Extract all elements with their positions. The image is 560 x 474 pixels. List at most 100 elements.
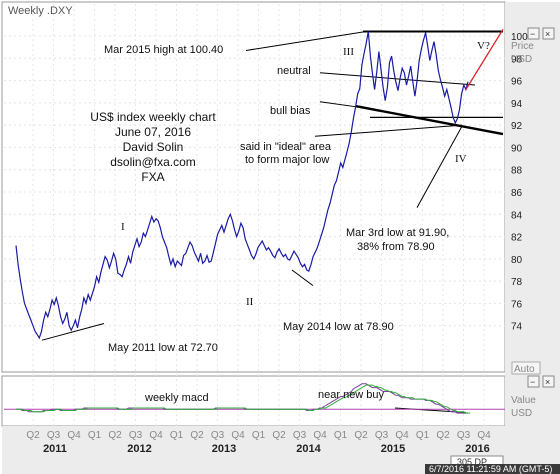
info-line-5: FXA — [141, 170, 164, 184]
minimize-icon: − — [530, 377, 535, 387]
close-icon: × — [545, 377, 550, 387]
resolution-label: 305 DP — [457, 457, 487, 467]
leader-mar2015-high — [245, 31, 367, 51]
wave-label-v: V? — [477, 40, 490, 52]
leader-mar3-low — [416, 126, 463, 208]
quarter-tick-label: Q1 — [334, 430, 348, 441]
quarter-tick-label: Q3 — [129, 430, 143, 441]
x-tick-labels: Q2 Q3 Q4 Q1 Q2 Q3 Q4 Q1 Q2 Q3 Q4 Q1 Q2 Q3 Q4 Q1 Q2 Q3 Q4 Q1… — [26, 430, 491, 455]
year-tick-label: 2014 — [296, 443, 321, 455]
annotation-neutral: neutral — [277, 65, 311, 77]
y-tick-label: 84 — [511, 210, 523, 221]
y-tick-label: 88 — [511, 166, 523, 177]
quarter-tick-label: Q4 — [231, 430, 245, 441]
wave-label-iii: III — [343, 46, 354, 58]
y-tick-label: 94 — [511, 99, 523, 110]
y-tick-label: 90 — [511, 143, 523, 154]
y-tick-label: 92 — [511, 121, 523, 132]
quarter-tick-label: Q4 — [313, 430, 327, 441]
y-tick-label: 96 — [511, 77, 523, 88]
close-icon: × — [545, 29, 550, 39]
year-tick-label: 2013 — [212, 443, 236, 455]
close-macd-panel-button[interactable] — [542, 375, 555, 388]
leader-may2011-low — [41, 323, 105, 341]
leader-neutral — [319, 72, 476, 86]
quarter-tick-label: Q1 — [170, 430, 184, 441]
macd-panel-controls: − × — [527, 375, 555, 388]
annotations: Mar 2015 high at 100.40 neutral bull bia… — [104, 40, 490, 404]
quarter-tick-label: Q4 — [477, 430, 491, 441]
wave-label-i: I — [121, 221, 125, 233]
annotation-bull-bias: bull bias — [270, 105, 311, 117]
y-tick-label: 100 — [511, 32, 528, 43]
auto-button[interactable]: Auto — [511, 361, 541, 375]
quarter-tick-label: Q3 — [457, 430, 471, 441]
quarter-tick-label: Q4 — [149, 430, 163, 441]
auto-button-label: Auto — [514, 364, 535, 375]
info-line-2: June 07, 2016 — [115, 125, 191, 139]
y-tick-label: 82 — [511, 233, 523, 244]
quarter-tick-label: Q2 — [354, 430, 368, 441]
gridlines — [4, 4, 505, 426]
axis-panel — [505, 2, 560, 426]
macd-signal-line — [16, 384, 471, 414]
y-tick-label: 98 — [511, 54, 523, 65]
wave-label-iv: IV — [455, 153, 467, 165]
y-tick-labels: 74 76 78 80 82 84 86 88 90 92 94 96 98 100 — [511, 32, 528, 333]
minimize-price-panel-button[interactable] — [527, 27, 540, 40]
quarter-tick-label: Q3 — [293, 430, 307, 441]
year-tick-label: 2015 — [381, 443, 405, 455]
price-axis-unit: USD — [511, 54, 532, 65]
quarter-tick-label: Q1 — [252, 430, 266, 441]
quarter-tick-label: Q2 — [108, 430, 122, 441]
quarter-tick-label: Q4 — [67, 430, 81, 441]
price-panel-controls: − × — [527, 27, 555, 40]
quarter-tick-label: Q2 — [26, 430, 40, 441]
quarter-tick-label: Q2 — [272, 430, 286, 441]
y-tick-label: 78 — [511, 277, 523, 288]
quarter-tick-label: Q1 — [416, 430, 430, 441]
wave-label-ii: II — [246, 296, 254, 308]
quarter-tick-label: Q1 — [88, 430, 102, 441]
quarter-tick-label: Q3 — [375, 430, 389, 441]
trendline-bottom-wedge — [355, 105, 504, 136]
annotation-near-new-buy: near new buy — [318, 389, 385, 401]
value-axis-unit: USD — [511, 408, 532, 419]
annotation-may2011-low: May 2011 low at 72.70 — [108, 342, 218, 354]
year-tick-label: 2011 — [43, 443, 67, 455]
annotation-mar3-low-2: 38% from 78.90 — [357, 241, 435, 253]
macd-plot-area — [1, 375, 506, 427]
annotation-may2014-low: May 2014 low at 78.90 — [283, 321, 394, 333]
minimize-icon: − — [530, 29, 535, 39]
quarter-tick-label: Q3 — [211, 430, 225, 441]
y-tick-label: 74 — [511, 322, 523, 333]
leader-may2014-low — [291, 269, 314, 287]
leader-ideal-area — [314, 124, 463, 137]
y-tick-label: 80 — [511, 255, 523, 266]
y-tick-label: 86 — [511, 188, 523, 199]
annotation-weekly-macd: weekly macd — [144, 392, 209, 404]
annotation-mar2015-high: Mar 2015 high at 100.40 — [104, 44, 223, 56]
close-price-panel-button[interactable] — [542, 27, 555, 40]
price-plot-area — [1, 1, 506, 373]
y-tick-label: 76 — [511, 299, 523, 310]
info-line-1: US$ index weekly chart — [90, 110, 216, 124]
quarter-tick-label: Q4 — [395, 430, 409, 441]
minimize-macd-panel-button[interactable] — [527, 375, 540, 388]
year-tick-label: 2016 — [465, 443, 489, 455]
annotation-ideal-area-2: to form major low — [245, 154, 329, 166]
quarter-tick-label: Q2 — [436, 430, 450, 441]
quarter-tick-label: Q2 — [190, 430, 204, 441]
price-axis-label: Price — [511, 41, 534, 52]
timestamp: 6/7/2016 11:21:59 AM (GMT-5) — [429, 464, 552, 474]
info-line-4: dsolin@fxa.com — [110, 155, 196, 169]
annotation-mar3-low-1: Mar 3rd low at 91.90, — [346, 227, 449, 239]
value-axis-label: Value — [511, 395, 536, 406]
wave-v-projection — [465, 28, 504, 90]
info-line-3: David Solin — [123, 140, 184, 154]
window-title: Weekly .DXY — [8, 5, 73, 17]
leader-bull-bias — [319, 101, 361, 108]
annotation-ideal-area-1: said in "ideal" area — [240, 141, 332, 153]
